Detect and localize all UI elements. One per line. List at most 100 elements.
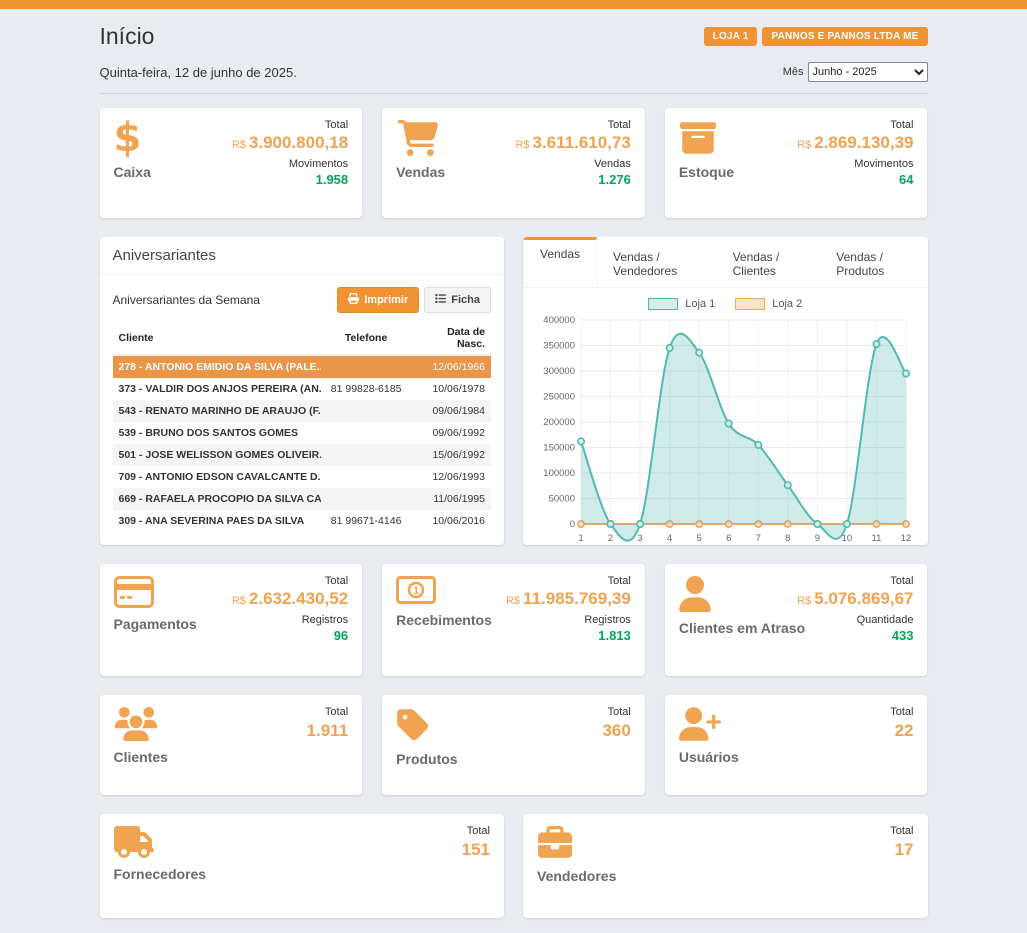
- page-title: Início: [99, 23, 155, 49]
- total-label: Total: [466, 825, 490, 837]
- cell-date: 10/06/1978: [432, 383, 485, 395]
- stat-card-pagamentos[interactable]: Pagamentos Total R$ 2.632.430,52 Registro…: [99, 564, 363, 676]
- total-value: 2.869.130,39: [814, 133, 914, 152]
- svg-text:1: 1: [578, 533, 583, 544]
- table-row[interactable]: 669 - RAFAELA PROCOPIO DA SILVA CA... 11/…: [112, 488, 491, 510]
- stat-card-produtos[interactable]: Produtos Total 360: [382, 695, 645, 795]
- print-button[interactable]: Imprimir: [337, 287, 420, 313]
- cell-client: 501 - JOSE WELISSON GOMES OLIVEIR...: [118, 449, 321, 461]
- sub-label: Movimentos: [854, 158, 914, 170]
- stat-card-clientes[interactable]: Clientes Total 1.911: [99, 695, 363, 795]
- currency-prefix: R$: [797, 139, 812, 151]
- total-value: 151: [461, 840, 490, 859]
- cell-date: 09/06/1992: [432, 427, 485, 439]
- cell-client: 543 - RENATO MARINHO DE ARAUJO (F...: [118, 405, 321, 417]
- cell-date: 12/06/1966: [432, 361, 485, 373]
- tab-vendas-clientes[interactable]: Vendas / Clientes: [732, 250, 780, 278]
- tag-icon: [396, 707, 631, 743]
- svg-text:200000: 200000: [543, 417, 575, 428]
- total-label: Total: [607, 575, 631, 587]
- stat-card-fornecedores[interactable]: Fornecedores Total 151: [99, 814, 504, 918]
- user-icon: [679, 576, 914, 612]
- user-plus-icon: [678, 707, 914, 741]
- sales-chart-panel: Vendas Vendas / Vendedores Vendas / Client…: [523, 237, 928, 545]
- svg-text:250000: 250000: [543, 392, 575, 403]
- cell-phone: [321, 444, 412, 466]
- legend-item[interactable]: Loja 1: [648, 298, 715, 310]
- table-row[interactable]: 501 - JOSE WELISSON GOMES OLIVEIR... 15/0…: [112, 444, 491, 466]
- total-value: 360: [602, 721, 631, 740]
- svg-text:12: 12: [901, 533, 912, 544]
- svg-text:2: 2: [608, 533, 613, 544]
- cell-phone: [321, 400, 412, 422]
- truck-icon: [113, 826, 491, 858]
- card-title: Fornecedores: [113, 866, 207, 882]
- stat-card-recebimentos[interactable]: 1 Recebimentos Total R$ 11.985.769,39 Reg…: [382, 564, 645, 676]
- sales-area-chart: 0 50000 100000 150000 200000 250000 300000 3500…: [523, 312, 928, 545]
- legend-label: Loja 1: [685, 298, 716, 310]
- total-label: Total: [890, 575, 914, 587]
- stat-card-caixa[interactable]: $ Caixa Total R$ 3.900.800,18 Movimentos …: [99, 108, 363, 218]
- legend-item[interactable]: Loja 2: [735, 298, 802, 310]
- currency-prefix: R$: [231, 595, 246, 607]
- svg-text:10: 10: [842, 533, 853, 544]
- cell-phone: 81 99671-4146: [330, 515, 402, 527]
- table-row[interactable]: 709 - ANTONIO EDSON CAVALCANTE D... 12/06…: [113, 466, 492, 488]
- stat-card-estoque[interactable]: Estoque Total R$ 2.869.130,39 Movimentos …: [664, 108, 928, 218]
- stat-card-clientes-em-atraso[interactable]: Clientes em Atraso Total R$ 5.076.869,67 …: [664, 564, 928, 676]
- svg-text:50000: 50000: [549, 494, 575, 505]
- sub-value: 64: [899, 172, 914, 187]
- stat-card-vendedores[interactable]: Vendedores Total 17: [523, 814, 928, 918]
- table-row[interactable]: 309 - ANA SEVERINA PAES DA SILVA 81 99671…: [113, 510, 492, 532]
- users-icon: [114, 707, 349, 741]
- sub-value: 1.276: [598, 172, 631, 187]
- tab-vendas-vendedores[interactable]: Vendas / Vendedores: [613, 250, 678, 278]
- card-title: Pagamentos: [113, 616, 197, 632]
- svg-text:9: 9: [815, 533, 820, 544]
- svg-text:1: 1: [413, 585, 419, 597]
- company-badge[interactable]: PANNOS E PANNOS LTDA ME: [762, 27, 928, 46]
- money-bill-icon: 1: [396, 576, 631, 604]
- sub-value: 1.958: [315, 172, 349, 187]
- store-badge[interactable]: LOJA 1: [703, 27, 758, 46]
- currency-prefix: R$: [797, 595, 812, 607]
- table-row[interactable]: 278 - ANTONIO EMIDIO DA SILVA (PALE... 12…: [112, 355, 491, 378]
- svg-text:400000: 400000: [543, 315, 575, 326]
- sub-label: Movimentos: [288, 158, 349, 170]
- column-header-data-nasc[interactable]: Data de Nasc.: [411, 322, 491, 356]
- svg-text:3: 3: [637, 533, 642, 544]
- total-label: Total: [607, 119, 631, 131]
- total-value: 3.611.610,73: [532, 133, 631, 152]
- svg-text:4: 4: [667, 533, 672, 544]
- svg-text:300000: 300000: [543, 366, 575, 377]
- birthdays-panel: Aniversariantes Aniversariantes da Seman…: [99, 237, 504, 545]
- total-value: 1.911: [306, 721, 349, 740]
- table-row[interactable]: 543 - RENATO MARINHO DE ARAUJO (F... 09/0…: [112, 400, 491, 422]
- total-value: 3.900.800,18: [248, 133, 349, 152]
- card-title: Recebimentos: [396, 612, 492, 628]
- table-row[interactable]: 373 - VALDIR DOS ANJOS PEREIRA (AN... 81 …: [113, 378, 492, 400]
- ficha-button[interactable]: Ficha: [424, 287, 491, 313]
- card-title: Vendas: [396, 164, 446, 180]
- chart-legend: Loja 1 Loja 2: [523, 298, 928, 310]
- total-value: 2.632.430,52: [248, 589, 349, 608]
- sub-value: 433: [891, 628, 914, 643]
- sub-label: Registros: [584, 614, 631, 626]
- briefcase-icon: [537, 826, 914, 860]
- month-select[interactable]: Junho - 2025: [807, 62, 928, 82]
- tab-vendas-produtos[interactable]: Vendas / Produtos: [836, 250, 885, 278]
- column-header-cliente[interactable]: Cliente: [112, 322, 321, 356]
- tab-vendas[interactable]: Vendas: [523, 237, 598, 287]
- card-title: Produtos: [396, 751, 458, 767]
- total-label: Total: [607, 706, 631, 718]
- column-header-telefone[interactable]: Telefone: [320, 322, 412, 356]
- card-title: Estoque: [678, 164, 735, 180]
- svg-text:0: 0: [570, 519, 575, 530]
- stat-card-vendas[interactable]: Vendas Total R$ 3.611.610,73 Vendas 1.276: [382, 108, 645, 218]
- svg-text:350000: 350000: [543, 341, 575, 352]
- card-title: Clientes em Atraso: [678, 620, 806, 636]
- table-row[interactable]: 539 - BRUNO DOS SANTOS GOMES 09/06/1992: [113, 422, 492, 444]
- total-value: 11.985.769,39: [523, 589, 631, 608]
- stat-card-usuarios[interactable]: Usuários Total 22: [664, 695, 928, 795]
- header-badges: LOJA 1 PANNOS E PANNOS LTDA ME: [703, 27, 928, 46]
